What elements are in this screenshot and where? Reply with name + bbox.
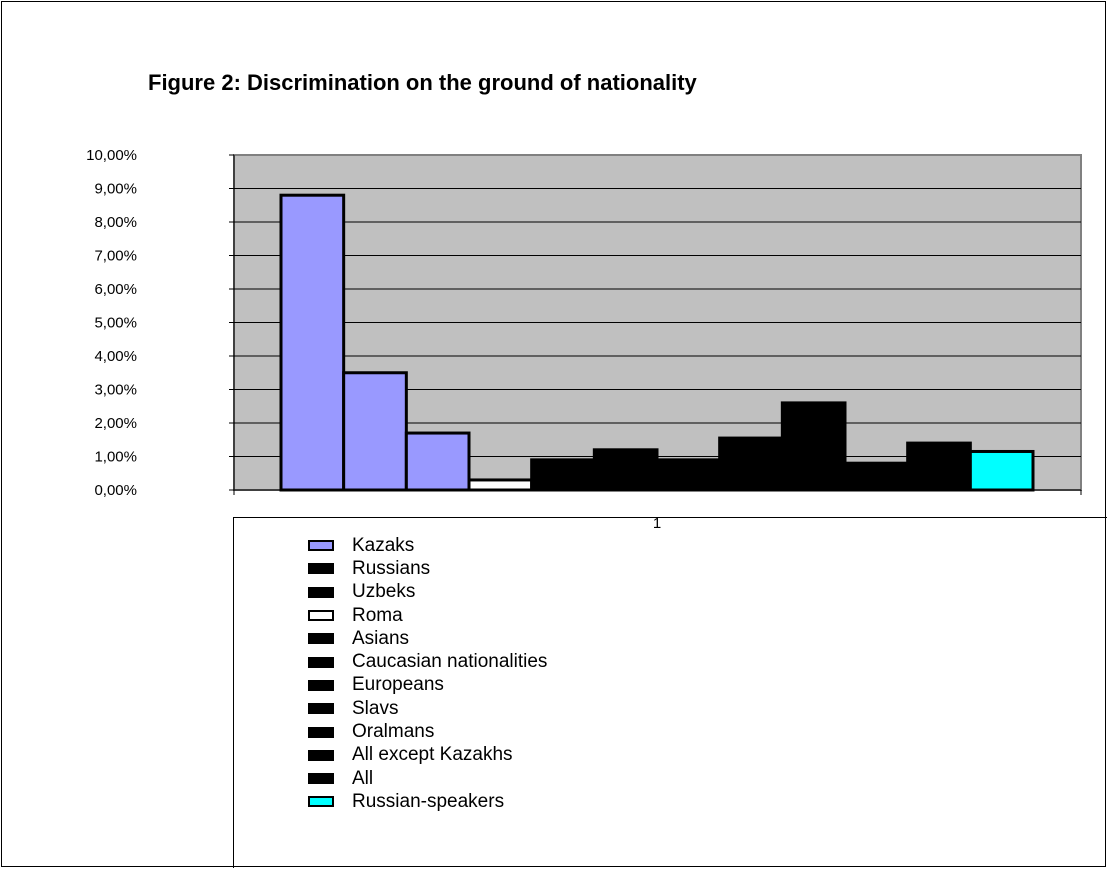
y-tick-label: 8,00% [94,214,137,231]
legend-label: Uzbeks [352,581,416,603]
legend-item: Europeans [308,674,547,697]
bar-uzbeks [404,431,471,492]
y-tick-label: 7,00% [94,248,137,265]
y-tick-label: 1,00% [94,449,137,466]
y-tick-label: 0,00% [94,482,137,499]
chart-title: Figure 2: Discrimination on the ground o… [148,70,697,95]
legend-item: Asians [308,627,547,650]
bar-caucasian-nationalities [592,448,659,492]
legend-swatch [308,796,334,808]
legend-label: Russian-speakers [352,790,505,812]
bar-kazaks [279,193,346,492]
x-tick-label: 1 [653,515,661,532]
legend-swatch [308,773,334,785]
bar-roma [467,478,534,492]
bar-russians [342,371,408,492]
y-tick-label: 6,00% [94,281,137,298]
legend-label: Russians [352,557,431,579]
legend-label: Asians [352,627,410,649]
legend-item: Russian-speakers [308,790,547,813]
bar-europeans [655,458,722,492]
legend-item: Uzbeks [308,581,547,604]
legend-box [233,517,1107,868]
bar-russian-speakers [968,449,1035,492]
legend-swatch [308,610,334,622]
legend-label: Kazaks [352,534,415,556]
legend-swatch [308,749,334,761]
y-tick-label: 9,00% [94,181,137,198]
legend-swatch [308,540,334,552]
bar-all [906,441,972,492]
y-tick-label: 10,00% [86,147,137,164]
legend-item: Slavs [308,697,547,720]
legend-swatch [308,656,334,668]
y-tick-label: 3,00% [94,382,137,399]
legend-label: All [352,767,374,789]
legend-item: Caucasian nationalities [308,650,547,673]
legend-label: Caucasian nationalities [352,651,548,673]
legend: Kazaks Russians Uzbeks Roma Asians Caucasian … [308,534,547,814]
legend-swatch [308,563,334,575]
legend-item: Russians [308,557,547,580]
y-tick-label: 5,00% [94,315,137,332]
y-tick-label: 4,00% [94,348,137,365]
legend-swatch [308,703,334,715]
legend-label: Europeans [352,674,444,696]
bar-slavs [718,436,784,492]
legend-item: All except Kazakhs [308,744,547,767]
legend-label: All except Kazakhs [352,744,513,766]
legend-swatch [308,633,334,645]
bar-all-except-kazakhs [843,461,910,492]
bar-asians [530,458,596,492]
legend-label: Oralmans [352,721,435,743]
legend-item: All [308,767,547,790]
legend-item: Oralmans [308,720,547,743]
legend-swatch [308,726,334,738]
legend-swatch [308,679,334,691]
legend-item: Roma [308,604,547,627]
legend-label: Slavs [352,697,399,719]
bar-oralmans [780,401,847,492]
legend-label: Roma [352,604,403,626]
legend-swatch [308,586,334,598]
legend-item: Kazaks [308,534,547,557]
y-tick-label: 2,00% [94,415,137,432]
